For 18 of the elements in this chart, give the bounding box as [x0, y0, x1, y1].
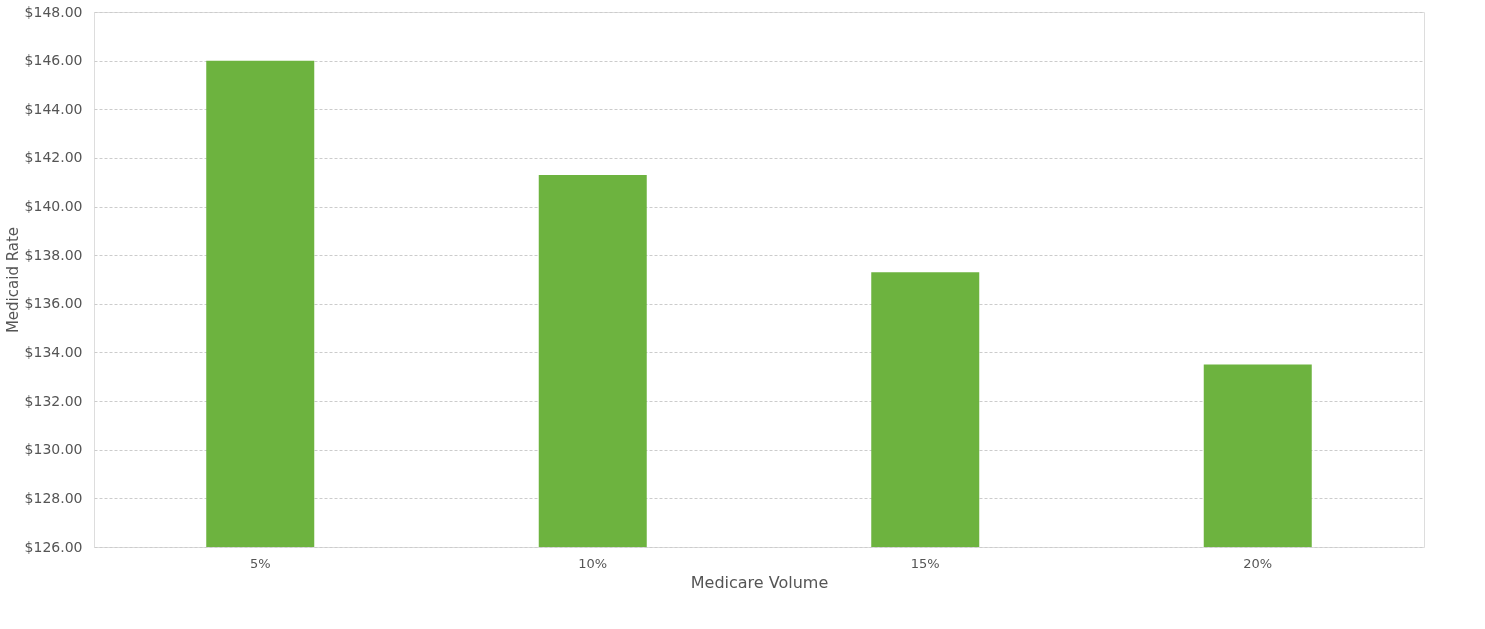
y-axis-title: Medicaid Rate — [3, 226, 22, 334]
y-tick-label: $134.00 — [24, 343, 83, 360]
y-tick-label: $142.00 — [24, 149, 83, 166]
y-tick-label: $130.00 — [24, 441, 83, 458]
y-tick-label: $140.00 — [24, 198, 83, 215]
x-tick-label: 15% — [910, 555, 940, 571]
y-tick-label: $136.00 — [24, 295, 83, 312]
y-tick-label: $126.00 — [24, 538, 83, 555]
y-tick-label: $146.00 — [24, 52, 83, 69]
x-tick-label: 20% — [1243, 555, 1273, 571]
y-tick-label: $132.00 — [24, 392, 83, 409]
y-tick-label: $138.00 — [24, 246, 83, 263]
x-axis-title: Medicare Volume — [690, 572, 829, 592]
y-tick-label: $148.00 — [24, 3, 83, 20]
y-tick-label: $128.00 — [24, 489, 83, 506]
y-tick-label: $144.00 — [24, 100, 83, 117]
x-tick-label: 5% — [249, 555, 271, 571]
x-tick-label: 10% — [578, 555, 608, 571]
